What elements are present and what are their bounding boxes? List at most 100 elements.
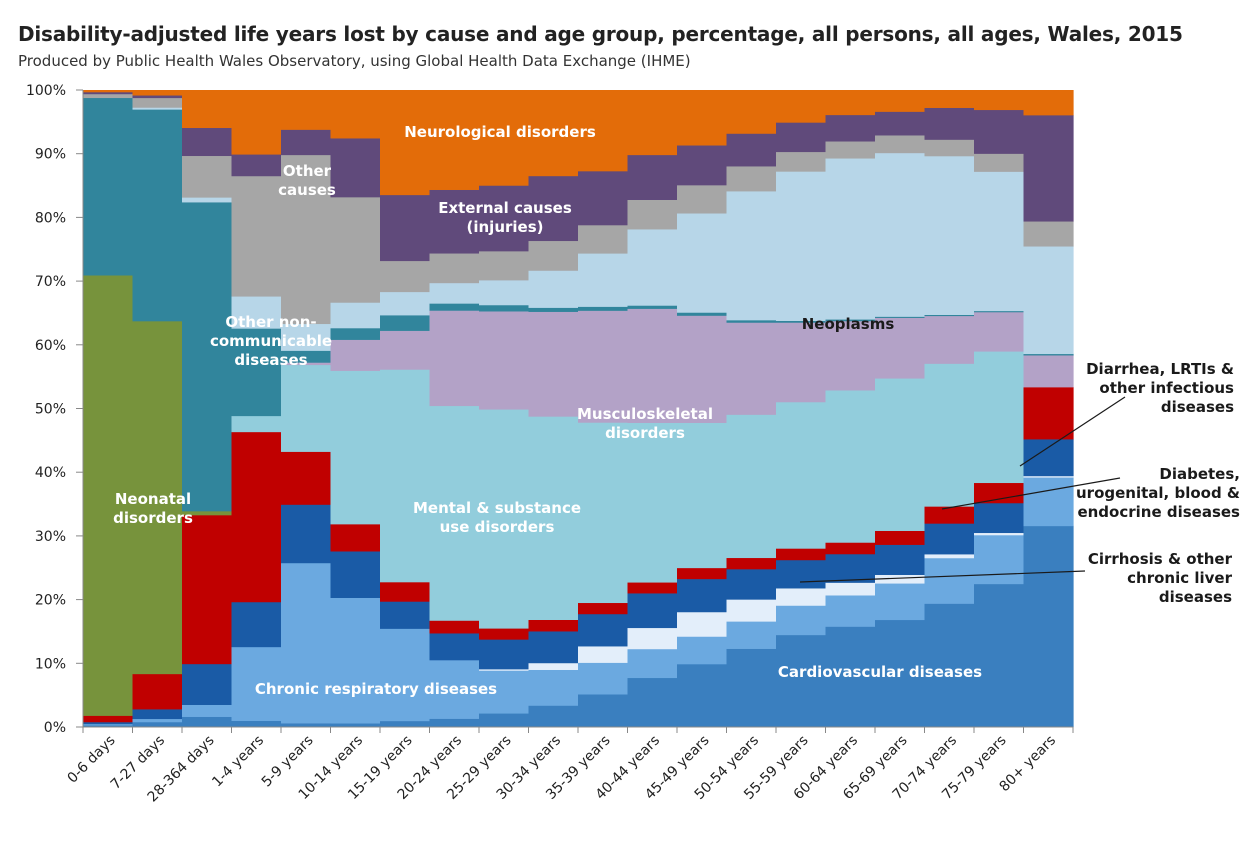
- bar-segment-neonatal-disorders: [182, 510, 233, 516]
- bar-segment-diabetes-urogenital-blood-endocrine-diseases: [182, 663, 233, 705]
- bar-segment-mental-substance-use-disorders: [380, 369, 431, 583]
- bar-segment-other-non-communicable-diseases: [677, 312, 728, 316]
- leader-line: [799, 570, 1086, 583]
- bar-segment-diarrhea-lrtis-other-infectious-diseases: [132, 673, 183, 710]
- annotation-neoplasms: Neoplasms: [802, 315, 895, 333]
- y-tick-label: 70%: [35, 274, 66, 290]
- y-tick-label: 20%: [35, 593, 66, 609]
- bar-segment-cirrhosis-other-chronic-liver-diseases: [578, 646, 629, 663]
- bar-segment-other-causes: [924, 139, 975, 157]
- bar-segment-diabetes-urogenital-blood-endocrine-diseases: [825, 553, 876, 583]
- bar-segment-chronic-respiratory-diseases: [825, 595, 876, 627]
- bar-segment-external-causes-injuries: [380, 90, 431, 196]
- bar-segment-cardiovascular-diseases: [1023, 525, 1074, 728]
- bar-segment-neurological-disorders: [380, 194, 431, 262]
- bar-segment-other-causes: [627, 199, 678, 230]
- bar-segment-neurological-disorders: [132, 95, 183, 99]
- annotation-musculoskeletal-disorders: Musculoskeletal disorders: [577, 405, 713, 442]
- bar-segment-musculoskeletal-disorders: [726, 322, 777, 415]
- bar-segment-diabetes-urogenital-blood-endocrine-diseases: [974, 502, 1025, 534]
- bar-segment-neurological-disorders: [182, 127, 233, 157]
- annotation-diabetes-urogenital-blood-endocrine-diseases: Diabetes, urogenital, blood & endocrine di…: [1076, 465, 1240, 521]
- bar-segment-neurological-disorders: [578, 170, 629, 226]
- bar-segment-other-non-communicable-diseases: [281, 350, 332, 363]
- bar-segment-neoplasms: [281, 323, 332, 351]
- annotation-neonatal-disorders: Neonatal disorders: [113, 490, 193, 527]
- bar-segment-diabetes-urogenital-blood-endocrine-diseases: [726, 568, 777, 600]
- bar-segment-chronic-respiratory-diseases: [330, 597, 381, 724]
- bar-segment-diabetes-urogenital-blood-endocrine-diseases: [924, 523, 975, 555]
- bar-segment-other-non-communicable-diseases: [528, 307, 579, 312]
- bar-segment-neurological-disorders: [726, 133, 777, 167]
- bar-segment-other-causes: [974, 153, 1025, 172]
- bar-segment-diarrhea-lrtis-other-infectious-diseases: [429, 620, 480, 634]
- bar-segment-mental-substance-use-disorders: [578, 422, 629, 604]
- bar-segment-cirrhosis-other-chronic-liver-diseases: [776, 588, 827, 606]
- bar-segment-chronic-respiratory-diseases: [974, 534, 1025, 585]
- bar-segment-other-non-communicable-diseases: [330, 327, 381, 340]
- bar-segment-cirrhosis-other-chronic-liver-diseases: [677, 611, 728, 637]
- bar-segment-chronic-respiratory-diseases: [182, 704, 233, 717]
- bar-segment-external-causes-injuries: [83, 90, 134, 93]
- bar-segment-musculoskeletal-disorders: [429, 310, 480, 407]
- bar-segment-mental-substance-use-disorders: [281, 364, 332, 452]
- bar-segment-chronic-respiratory-diseases: [380, 628, 431, 722]
- bar-segment-chronic-respiratory-diseases: [776, 605, 827, 636]
- annotation-external-causes-injuries: External causes (injuries): [438, 199, 572, 236]
- bar-segment-diarrhea-lrtis-other-infectious-diseases: [974, 482, 1025, 504]
- bar-segment-neurological-disorders: [528, 175, 579, 242]
- bar-segment-neurological-disorders: [330, 138, 381, 198]
- bar-segment-external-causes-injuries: [578, 90, 629, 172]
- bar-segment-cardiovascular-diseases: [281, 723, 332, 728]
- bar-segment-other-causes: [132, 97, 183, 108]
- bar-segment-musculoskeletal-disorders: [380, 330, 431, 370]
- bar-segment-neoplasms: [1023, 246, 1074, 355]
- chart-title: Disability-adjusted life years lost by c…: [18, 22, 1183, 46]
- bar-segment-neonatal-disorders: [83, 275, 134, 716]
- bar-segment-chronic-respiratory-diseases: [1023, 477, 1074, 527]
- bar-segment-external-causes-injuries: [1023, 90, 1074, 116]
- bar-segment-chronic-respiratory-diseases: [132, 718, 183, 723]
- bar-segment-chronic-respiratory-diseases: [578, 662, 629, 695]
- bar-segment-other-non-communicable-diseases: [974, 310, 1025, 313]
- bar-segment-cirrhosis-other-chronic-liver-diseases: [924, 554, 975, 559]
- bar-segment-cardiovascular-diseases: [380, 720, 431, 728]
- bar-segment-cardiovascular-diseases: [132, 721, 183, 728]
- bar-segment-external-causes-injuries: [974, 90, 1025, 111]
- bar-segment-other-non-communicable-diseases: [875, 316, 926, 318]
- bar-segment-musculoskeletal-disorders: [330, 339, 381, 371]
- bar-segment-neoplasms: [875, 152, 926, 317]
- bar-segment-cardiovascular-diseases: [627, 677, 678, 728]
- bar-segment-neoplasms: [429, 282, 480, 304]
- bar-segment-cardiovascular-diseases: [330, 723, 381, 728]
- bar-segment-other-non-communicable-diseases: [132, 109, 183, 322]
- bar-segment-cirrhosis-other-chronic-liver-diseases: [974, 532, 1025, 536]
- bar-segment-diarrhea-lrtis-other-infectious-diseases: [578, 602, 629, 615]
- bar-segment-other-non-communicable-diseases: [83, 97, 134, 276]
- bar-segment-cardiovascular-diseases: [479, 713, 530, 728]
- bar-segment-mental-substance-use-disorders: [231, 415, 282, 433]
- y-tick-label: 100%: [26, 83, 66, 99]
- bar-segment-neurological-disorders: [924, 107, 975, 140]
- bar-segment-other-causes: [726, 166, 777, 192]
- y-tick-label: 90%: [35, 147, 66, 163]
- bar-segment-chronic-respiratory-diseases: [479, 670, 530, 714]
- bar-segment-external-causes-injuries: [429, 90, 480, 190]
- annotation-neurological-disorders: Neurological disorders: [404, 123, 596, 141]
- bar-segment-diabetes-urogenital-blood-endocrine-diseases: [875, 544, 926, 575]
- bar-segment-cirrhosis-other-chronic-liver-diseases: [825, 582, 876, 596]
- bar-segment-cardiovascular-diseases: [677, 663, 728, 728]
- bar-segment-musculoskeletal-disorders: [924, 315, 975, 364]
- bar-segment-other-non-communicable-diseases: [231, 328, 282, 417]
- bar-segment-neurological-disorders: [479, 185, 530, 252]
- bar-segment-neoplasms: [231, 296, 282, 329]
- leader-line: [941, 477, 1121, 510]
- bar-segment-chronic-respiratory-diseases: [677, 636, 728, 665]
- bar-segment-diarrhea-lrtis-other-infectious-diseases: [330, 523, 381, 552]
- bar-segment-cirrhosis-other-chronic-liver-diseases: [875, 574, 926, 584]
- bar-segment-external-causes-injuries: [924, 90, 975, 108]
- bar-segment-diabetes-urogenital-blood-endocrine-diseases: [132, 709, 183, 720]
- bar-segment-diabetes-urogenital-blood-endocrine-diseases: [776, 559, 827, 589]
- annotation-other-causes: Other causes: [278, 162, 336, 199]
